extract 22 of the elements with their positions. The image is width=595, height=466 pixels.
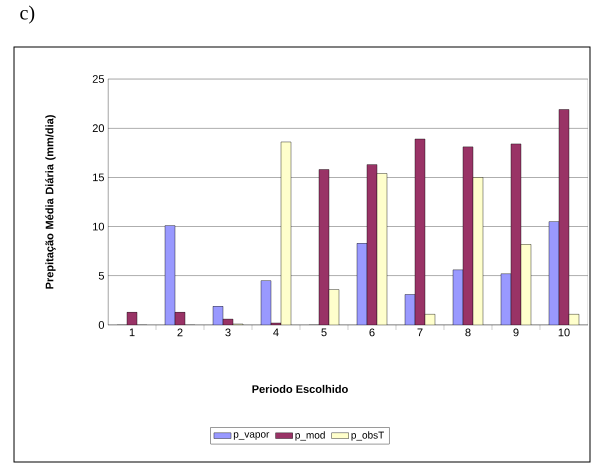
x-tick-label: 9: [513, 328, 519, 336]
x-tick-label: 8: [465, 328, 471, 336]
y-tick-label: 5: [98, 272, 104, 280]
y-tick-label: 0: [98, 321, 104, 329]
x-tick-label: 3: [225, 328, 231, 336]
x-axis-title: Periodo Escolhido: [252, 384, 348, 393]
x-tick-label: 2: [177, 328, 183, 336]
y-tick-label: 20: [92, 124, 104, 132]
x-tick-label: 1: [130, 328, 135, 336]
x-tick-label: 10: [558, 328, 570, 336]
y-tick-label: 25: [92, 75, 104, 83]
legend-label: p_obsT: [352, 431, 384, 441]
x-tick-label: 6: [370, 328, 375, 336]
legend-label: p_vapor: [234, 432, 270, 440]
y-tick-label: 10: [93, 222, 104, 230]
x-tick-label: 7: [418, 328, 423, 336]
chart-title: c): [20, 6, 34, 24]
legend-label: p_mod: [295, 431, 325, 441]
x-tick-label: 4: [273, 328, 279, 336]
y-axis-title: Prepitação Média Diária (mm/dia): [45, 115, 56, 289]
x-tick-label: 5: [321, 328, 327, 336]
y-tick-label: 15: [93, 174, 104, 182]
